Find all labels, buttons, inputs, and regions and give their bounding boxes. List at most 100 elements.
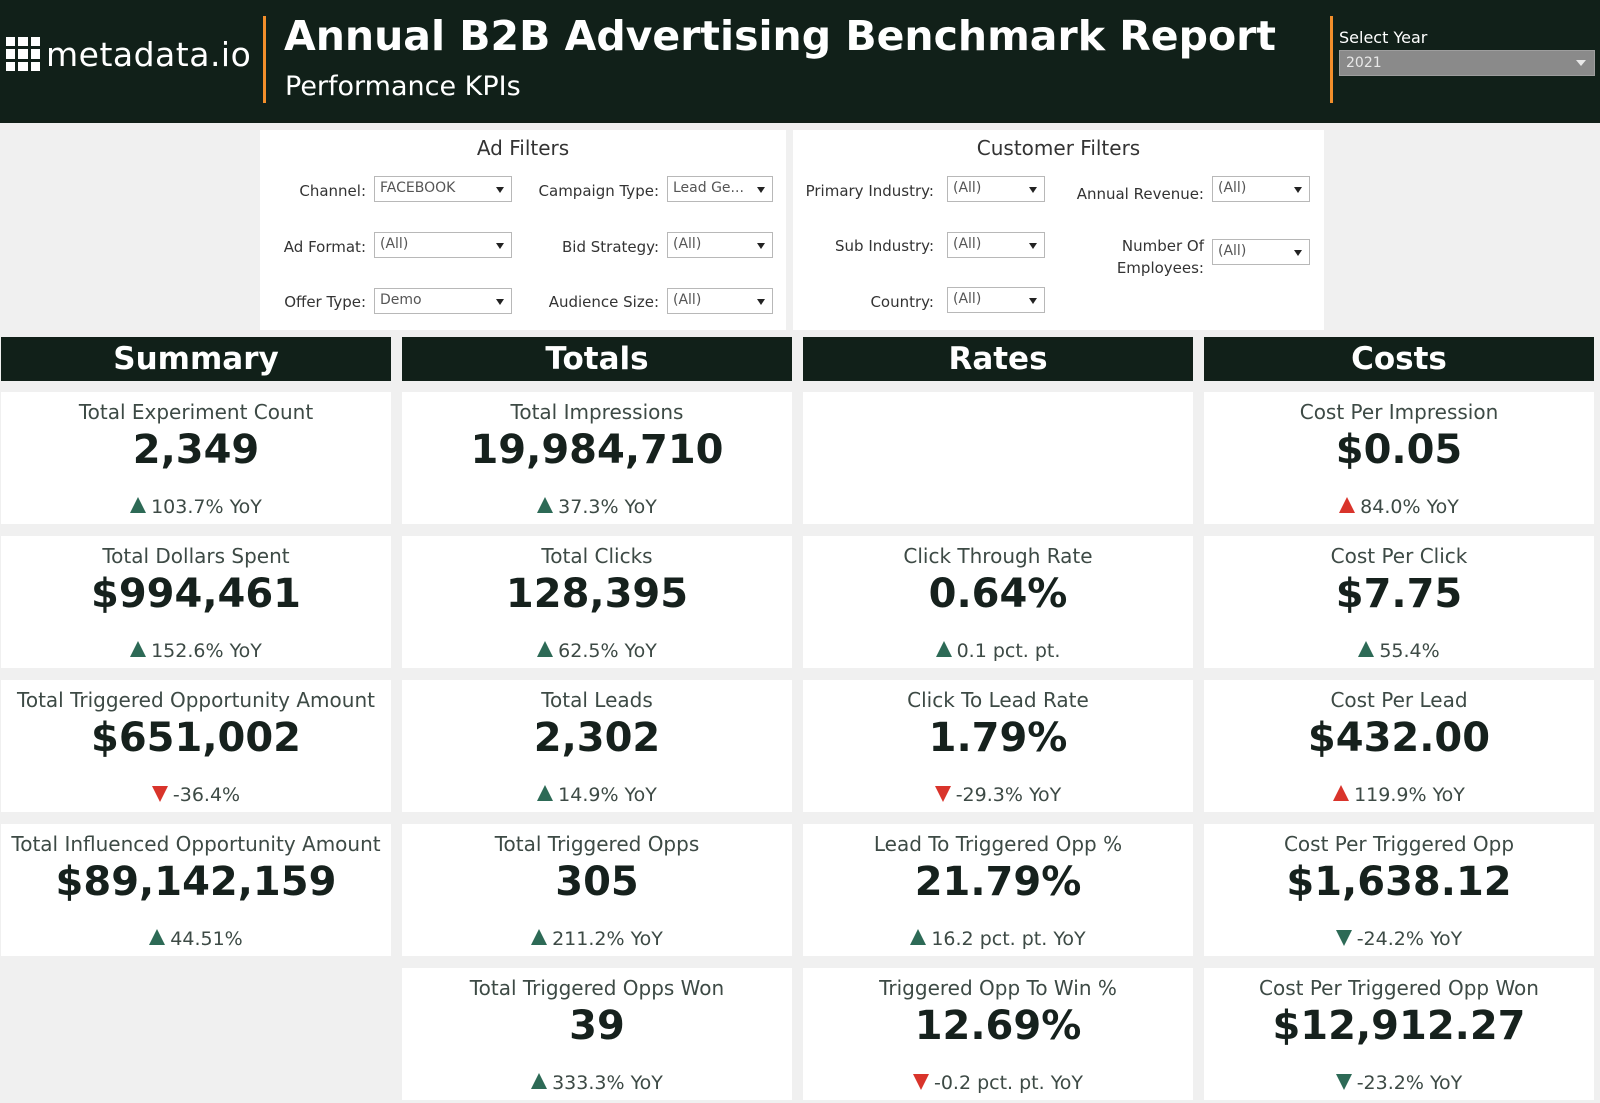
- kpi-title: Cost Per Triggered Opp Won: [1259, 976, 1539, 1000]
- triangle-up-icon: [935, 641, 952, 657]
- kpi-title: Total Clicks: [541, 544, 653, 568]
- section-header-totals: Totals: [402, 337, 792, 381]
- offer-type-label: Offer Type:: [284, 293, 366, 311]
- annual-revenue-select-value: (All): [1218, 180, 1247, 196]
- triangle-up-icon: [537, 641, 554, 657]
- triangle-up-icon: [149, 929, 166, 945]
- sub-industry-select[interactable]: (All): [947, 232, 1045, 258]
- kpi-value: 19,984,710: [470, 427, 724, 473]
- kpi-title: Triggered Opp To Win %: [879, 976, 1117, 1000]
- kpi-value: 1.79%: [928, 715, 1068, 761]
- header-bar: metadata.io Annual B2B Advertising Bench…: [0, 0, 1600, 123]
- triangle-up-icon: [531, 929, 548, 945]
- kpi-change: 55.4%: [1204, 640, 1594, 662]
- primary-industry-select-value: (All): [953, 180, 982, 196]
- kpi-title: Cost Per Lead: [1330, 688, 1468, 712]
- triangle-up-icon: [910, 929, 927, 945]
- kpi-change-text: -24.2% YoY: [1356, 928, 1463, 950]
- kpi-change: -23.2% YoY: [1204, 1072, 1594, 1094]
- kpi-value: 128,395: [505, 571, 689, 617]
- campaign-type-select-value: Lead Ge...: [673, 180, 744, 196]
- kpi-card: Total Triggered Opportunity Amount $651,0…: [1, 680, 391, 812]
- triangle-down-icon: [151, 786, 168, 802]
- kpi-card: Total Leads 2,302 14.9% YoY: [402, 680, 792, 812]
- page-title: Annual B2B Advertising Benchmark Report: [284, 12, 1276, 60]
- kpi-title: Total Triggered Opps: [494, 832, 700, 856]
- number-of-employees-select-value: (All): [1218, 243, 1247, 259]
- metadata-logo[interactable]: metadata.io: [6, 34, 251, 74]
- kpi-card: Total Triggered Opps Won 39 333.3% YoY: [402, 968, 792, 1100]
- year-label: Select Year: [1339, 28, 1428, 47]
- page-subtitle: Performance KPIs: [285, 71, 521, 102]
- triangle-up-icon: [130, 641, 147, 657]
- primary-industry-select[interactable]: (All): [947, 176, 1045, 202]
- kpi-change-text: 55.4%: [1379, 640, 1440, 662]
- kpi-card: Total Experiment Count 2,349 103.7% YoY: [1, 392, 391, 524]
- kpi-change-text: -0.2 pct. pt. YoY: [933, 1072, 1084, 1094]
- year-select[interactable]: 2021: [1339, 50, 1595, 76]
- bid-strategy-select[interactable]: (All): [667, 232, 773, 258]
- channel-select-value: FACEBOOK: [380, 180, 456, 196]
- chevron-down-icon: [757, 243, 765, 249]
- triangle-up-icon: [130, 497, 147, 513]
- kpi-change: 16.2 pct. pt. YoY: [803, 928, 1193, 950]
- annual-revenue-select[interactable]: (All): [1212, 176, 1310, 202]
- kpi-card: Cost Per Click $7.75 55.4%: [1204, 536, 1594, 668]
- triangle-down-icon: [934, 786, 951, 802]
- kpi-card: Total Influenced Opportunity Amount $89,1…: [1, 824, 391, 956]
- kpi-change-text: 62.5% YoY: [558, 640, 657, 662]
- kpi-change-text: 333.3% YoY: [552, 1072, 663, 1094]
- triangle-up-icon: [1333, 785, 1350, 801]
- kpi-change: 37.3% YoY: [402, 496, 792, 518]
- kpi-change-text: 211.2% YoY: [552, 928, 663, 950]
- chevron-down-icon: [496, 243, 504, 249]
- kpi-change-text: -29.3% YoY: [955, 784, 1062, 806]
- kpi-change: -29.3% YoY: [803, 784, 1193, 806]
- kpi-change: -0.2 pct. pt. YoY: [803, 1072, 1193, 1094]
- kpi-value: $0.05: [1335, 427, 1463, 473]
- kpi-change-text: 152.6% YoY: [151, 640, 262, 662]
- annual-revenue-label: Annual Revenue:: [1076, 185, 1204, 203]
- kpi-change-text: -36.4%: [172, 784, 241, 806]
- number-of-employees-label-line1: Number Of: [1121, 237, 1204, 255]
- country-select[interactable]: (All): [947, 287, 1045, 313]
- kpi-change: 62.5% YoY: [402, 640, 792, 662]
- kpi-value: 12.69%: [914, 1003, 1082, 1049]
- kpi-title: Click Through Rate: [903, 544, 1093, 568]
- campaign-type-select[interactable]: Lead Ge...: [667, 176, 773, 202]
- number-of-employees-select[interactable]: (All): [1212, 239, 1310, 265]
- triangle-up-icon: [1339, 497, 1356, 513]
- offer-type-select-value: Demo: [380, 292, 422, 308]
- kpi-change-text: 37.3% YoY: [558, 496, 657, 518]
- kpi-title: Cost Per Click: [1330, 544, 1468, 568]
- section-header-costs: Costs: [1204, 337, 1594, 381]
- offer-type-select[interactable]: Demo: [374, 288, 512, 314]
- kpi-change: 44.51%: [1, 928, 391, 950]
- kpi-card: Cost Per Lead $432.00 119.9% YoY: [1204, 680, 1594, 812]
- kpi-card: Cost Per Impression $0.05 84.0% YoY: [1204, 392, 1594, 524]
- chevron-down-icon: [1029, 298, 1037, 304]
- kpi-card: Total Clicks 128,395 62.5% YoY: [402, 536, 792, 668]
- kpi-title: Cost Per Triggered Opp: [1283, 832, 1515, 856]
- channel-select[interactable]: FACEBOOK: [374, 176, 512, 202]
- kpi-value: 305: [555, 859, 639, 905]
- kpi-value: 39: [569, 1003, 625, 1049]
- audience-size-select[interactable]: (All): [667, 288, 773, 314]
- section-header-rates: Rates: [803, 337, 1193, 381]
- triangle-up-icon: [537, 497, 554, 513]
- triangle-down-icon: [912, 1074, 929, 1090]
- kpi-value: 2,349: [132, 427, 260, 473]
- kpi-change: 84.0% YoY: [1204, 496, 1594, 518]
- kpi-card: Cost Per Triggered Opp $1,638.12 -24.2% Yo…: [1204, 824, 1594, 956]
- kpi-value: $1,638.12: [1286, 859, 1512, 905]
- kpi-change-text: 119.9% YoY: [1354, 784, 1465, 806]
- ad-format-label: Ad Format:: [283, 238, 366, 256]
- chevron-down-icon: [1576, 60, 1586, 66]
- ad-format-select[interactable]: (All): [374, 232, 512, 258]
- kpi-change: 152.6% YoY: [1, 640, 391, 662]
- ad-filters-title: Ad Filters: [476, 136, 570, 160]
- number-of-employees-label-line2: Employees:: [1116, 258, 1204, 277]
- kpi-card: Total Impressions 19,984,710 37.3% YoY: [402, 392, 792, 524]
- section-header-summary: Summary: [1, 337, 391, 381]
- kpi-title: Total Experiment Count: [78, 400, 314, 424]
